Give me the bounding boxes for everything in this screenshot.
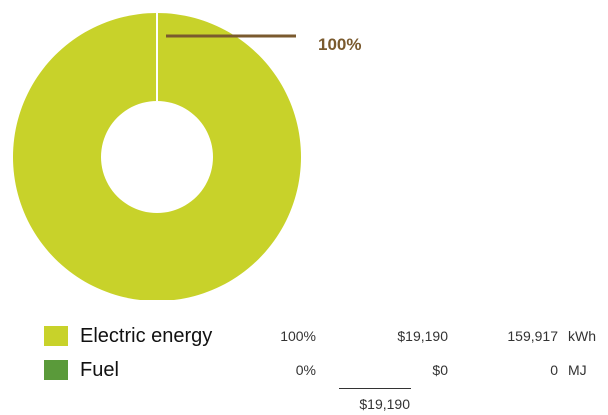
legend-row-fuel: Fuel 0% $0 0 MJ bbox=[44, 358, 604, 382]
donut-chart: 100% bbox=[13, 13, 361, 300]
legend-quantity-fuel: 0 bbox=[550, 362, 558, 378]
legend-swatch-electric bbox=[44, 326, 68, 346]
legend-label-fuel: Fuel bbox=[80, 359, 119, 381]
legend-quantity-electric: 159,917 bbox=[507, 328, 558, 344]
total-cost: $19,190 bbox=[359, 396, 410, 412]
legend-swatch-fuel bbox=[44, 360, 68, 380]
legend-cost-electric: $19,190 bbox=[397, 328, 448, 344]
legend-percent-electric: 100% bbox=[280, 328, 316, 344]
legend-unit-fuel: MJ bbox=[568, 362, 587, 378]
total-divider bbox=[339, 388, 411, 389]
legend-label-electric: Electric energy bbox=[80, 325, 213, 347]
pie-slice-electric-energy bbox=[13, 13, 301, 300]
callout-label: 100% bbox=[318, 35, 361, 54]
legend-row-electric: Electric energy 100% $19,190 159,917 kWh bbox=[44, 324, 604, 348]
legend-percent-fuel: 0% bbox=[295, 362, 316, 378]
legend-cost-fuel: $0 bbox=[432, 362, 448, 378]
legend-unit-electric: kWh bbox=[568, 328, 596, 344]
